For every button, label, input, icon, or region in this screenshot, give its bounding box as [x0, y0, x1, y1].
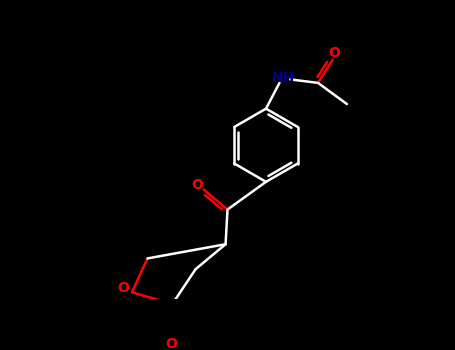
Text: O: O — [329, 46, 340, 60]
Text: NH: NH — [272, 71, 295, 85]
Text: O: O — [117, 281, 130, 295]
Text: O: O — [165, 337, 177, 350]
Text: O: O — [191, 178, 202, 192]
